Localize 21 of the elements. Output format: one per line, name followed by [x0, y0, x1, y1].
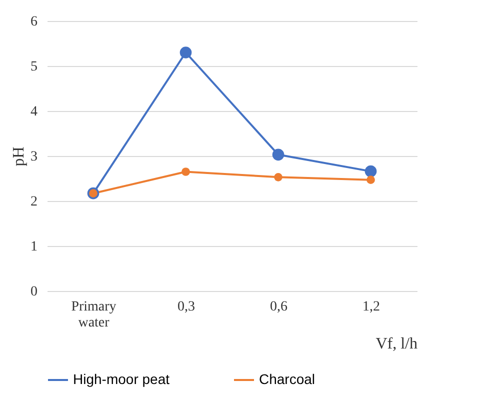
- legend-label: High-moor peat: [73, 371, 170, 387]
- point: [272, 148, 284, 161]
- x-axis-title: Vf, l/h: [376, 336, 418, 352]
- point: [180, 46, 192, 58]
- point: [364, 165, 377, 178]
- y-tick-label: 6: [30, 14, 38, 30]
- y-tick-label: 0: [30, 284, 38, 300]
- x-tick-label: 0,6: [270, 300, 288, 314]
- point: [274, 172, 282, 182]
- point: [182, 168, 190, 176]
- y-tick-label: 3: [30, 150, 38, 164]
- y-tick-label: 2: [30, 194, 38, 210]
- y-tick-label: 4: [30, 104, 38, 120]
- y-tick-label: 5: [30, 60, 38, 74]
- y-tick-label: 1: [30, 240, 38, 254]
- y-axis-title: pH: [10, 146, 28, 166]
- legend-label: Charcoal: [259, 371, 316, 387]
- x-tick-label: 0,3: [178, 300, 195, 314]
- point: [366, 176, 375, 184]
- x-tick-label: 1,2: [362, 300, 380, 314]
- x-tick-label: Primary water: [71, 300, 116, 330]
